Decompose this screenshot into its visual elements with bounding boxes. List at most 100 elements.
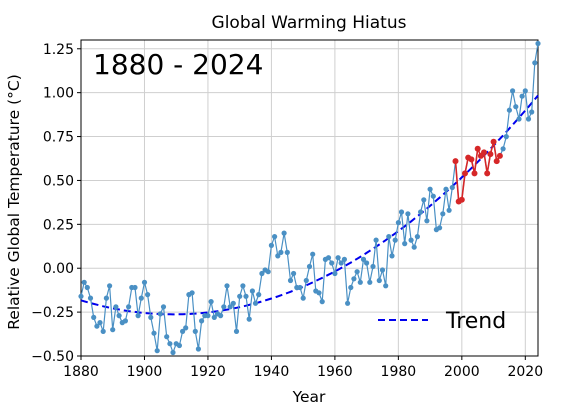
data-point	[281, 230, 287, 236]
data-point	[402, 241, 408, 247]
data-point	[418, 209, 424, 215]
data-point	[440, 211, 446, 217]
data-point	[160, 304, 167, 310]
x-tick-label: 1920	[190, 364, 226, 380]
data-point	[259, 270, 265, 277]
data-point	[246, 316, 252, 322]
data-point	[265, 269, 271, 275]
data-point	[351, 276, 357, 282]
data-point	[176, 342, 182, 349]
data-point	[310, 251, 316, 257]
x-tick-label: 2020	[507, 364, 543, 380]
data-point	[167, 341, 173, 347]
x-axis-label: Year	[292, 388, 326, 406]
data-point	[427, 186, 433, 192]
data-point	[395, 220, 401, 226]
data-point	[522, 88, 528, 94]
data-point	[383, 283, 389, 289]
hiatus-point	[474, 145, 481, 152]
x-tick-label: 1940	[254, 364, 290, 380]
x-tick-label: 1880	[63, 364, 99, 380]
hiatus-point	[471, 170, 478, 177]
data-point	[240, 283, 246, 289]
data-point	[509, 88, 516, 94]
hiatus-point	[458, 196, 465, 203]
y-tick-label: 0.50	[43, 173, 74, 189]
data-point	[205, 313, 211, 319]
data-point	[503, 134, 509, 140]
data-point	[332, 270, 338, 277]
data-point	[221, 304, 227, 310]
y-tick-label: −0.25	[31, 305, 74, 321]
data-point	[506, 107, 512, 113]
y-tick-label: 1.25	[43, 42, 74, 58]
data-point	[329, 260, 335, 266]
data-point	[335, 255, 341, 261]
data-point	[103, 295, 109, 301]
hiatus-point	[468, 156, 475, 163]
data-point	[284, 249, 290, 255]
data-point	[141, 279, 148, 285]
data-point	[148, 314, 154, 320]
chart-title: Global Warming Hiatus	[212, 13, 407, 33]
data-point	[199, 318, 205, 324]
data-point	[449, 184, 455, 191]
data-point	[405, 211, 411, 217]
grid	[80, 40, 538, 357]
hiatus-group	[452, 138, 503, 205]
data-point	[386, 234, 392, 240]
x-tick-label: 1980	[381, 364, 417, 380]
y-tick-label: 0.75	[43, 130, 74, 146]
data-point	[376, 277, 382, 284]
data-point	[275, 253, 281, 259]
data-point	[354, 269, 360, 275]
data-point	[122, 318, 128, 324]
data-point	[256, 292, 262, 298]
hiatus-point	[481, 149, 487, 156]
data-point	[192, 328, 198, 334]
plot-frame	[80, 39, 539, 357]
hiatus-point	[496, 152, 503, 159]
data-point	[84, 284, 90, 291]
series-group	[78, 40, 541, 356]
data-point	[252, 300, 259, 306]
data-point	[446, 207, 452, 213]
legend: Trend	[378, 309, 506, 334]
data-point	[278, 249, 284, 255]
data-point	[529, 109, 535, 115]
data-point	[430, 193, 436, 199]
data-point	[164, 334, 170, 340]
data-point	[414, 234, 420, 240]
x-axis: 1880 1900 1920 1940 1960 1980 2000 2020	[63, 356, 543, 380]
year-range-annotation: 1880 - 2024	[93, 48, 263, 81]
data-point	[535, 40, 541, 47]
y-tick-label: −0.50	[31, 349, 74, 365]
data-point	[516, 116, 522, 122]
data-point	[195, 346, 201, 352]
y-tick-label: 0.25	[43, 217, 74, 233]
hiatus-point	[493, 158, 500, 165]
x-tick-label: 1960	[317, 364, 353, 380]
data-point	[367, 279, 373, 285]
data-point	[227, 304, 233, 310]
data-point	[341, 256, 347, 262]
x-tick-label: 2000	[444, 364, 480, 380]
data-point	[170, 349, 176, 356]
data-point	[373, 237, 379, 243]
data-point	[218, 313, 224, 319]
y-tick-label: 0.00	[43, 261, 74, 277]
data-point	[392, 237, 398, 243]
data-point	[519, 93, 525, 99]
data-point	[272, 234, 278, 240]
data-point	[94, 323, 100, 329]
hiatus-point	[484, 170, 491, 177]
data-point	[151, 330, 157, 336]
data-point	[291, 270, 297, 277]
data-point	[424, 218, 430, 224]
legend-trend-label: Trend	[445, 309, 506, 334]
data-point	[360, 256, 367, 262]
data-point	[303, 277, 309, 284]
data-point	[338, 260, 344, 266]
data-point	[157, 311, 163, 317]
